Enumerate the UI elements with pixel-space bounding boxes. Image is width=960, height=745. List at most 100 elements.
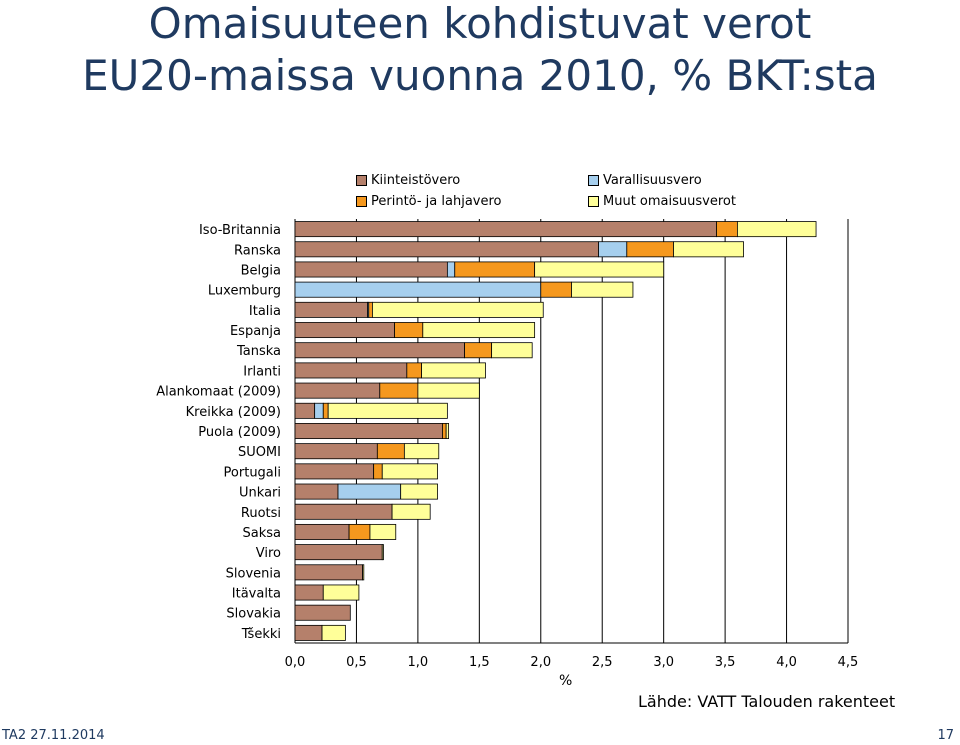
category-label: Itävalta: [232, 587, 281, 602]
bar-segment: [422, 322, 536, 339]
bar-segment: [491, 342, 533, 359]
bar-segment: [322, 584, 360, 601]
bar-segment: [381, 463, 438, 480]
category-label: Iso-Britannia: [199, 223, 281, 238]
legend-swatch: [588, 175, 599, 186]
bar-segment: [369, 523, 397, 540]
legend-swatch: [588, 196, 599, 207]
footer-date: TA2 27.11.2014: [2, 728, 105, 743]
x-tick-label: 1,0: [408, 655, 429, 670]
category-label: Viro: [256, 546, 281, 561]
bar-segment: [362, 564, 365, 581]
bar-segment: [394, 322, 424, 339]
category-label: Kreikka (2009): [186, 405, 281, 420]
legend-item-kiinteistovero: Kiinteistövero: [356, 173, 460, 188]
bar-segment: [571, 281, 634, 298]
category-label: Ranska: [234, 243, 281, 258]
legend-item-varallisuusvero: Varallisuusvero: [588, 173, 702, 188]
bar-segment: [294, 342, 465, 359]
bar-segment: [454, 261, 536, 278]
category-label: Alankomaat (2009): [156, 385, 281, 400]
bar-segment: [294, 463, 375, 480]
x-tick-label: 4,5: [838, 655, 859, 670]
x-tick-label: 2,5: [592, 655, 613, 670]
category-label: Slovakia: [226, 607, 281, 622]
legend-item-perintovero: Perintö- ja lahjavero: [356, 194, 502, 209]
bar-segment: [294, 624, 323, 641]
x-tick-label: 0,5: [346, 655, 367, 670]
bar-segment: [626, 241, 674, 258]
category-label: Portugali: [224, 465, 281, 480]
bar-segment: [534, 261, 665, 278]
bar-segment: [294, 301, 368, 318]
bar-segment: [598, 241, 628, 258]
bar-segment: [737, 221, 817, 238]
bar-segment: [322, 402, 329, 419]
legend-swatch: [356, 175, 367, 186]
legend-label: Perintö- ja lahjavero: [371, 194, 502, 209]
bar-segment: [442, 423, 447, 439]
bar-segment: [376, 443, 405, 460]
bar-segment: [381, 544, 384, 561]
bar-segment: [348, 523, 371, 540]
bar-segment: [337, 483, 402, 500]
category-label: Belgia: [241, 263, 281, 278]
bar-segment: [294, 503, 393, 520]
bar-segment: [540, 281, 572, 298]
category-label: Tšekki: [241, 627, 281, 642]
x-tick-label: 2,0: [530, 655, 551, 670]
bar-segment: [294, 564, 363, 581]
source-note: Lähde: VATT Talouden rakenteet: [638, 692, 896, 711]
bar-segment: [445, 423, 450, 439]
category-label: Italia: [249, 304, 281, 319]
bar-segment: [294, 322, 395, 339]
bar-segment: [327, 402, 448, 419]
x-tick-label: 3,0: [653, 655, 674, 670]
bar-segment: [421, 362, 486, 379]
bar-segment: [400, 483, 438, 500]
bar-segment: [294, 604, 351, 621]
category-label: Tanska: [236, 344, 281, 359]
category-label: Unkari: [239, 486, 281, 501]
category-label: Irlanti: [243, 364, 281, 379]
bar-segment: [403, 443, 440, 460]
bar-segment: [294, 382, 381, 399]
bar-segment: [294, 544, 383, 561]
category-label: Ruotsi: [241, 506, 281, 521]
category-label: Puola (2009): [198, 425, 281, 440]
legend-label: Muut omaisuusverot: [603, 194, 736, 209]
bar-segment: [294, 362, 408, 379]
bar-segment: [391, 503, 431, 520]
bar-segment: [294, 221, 717, 238]
title-line-2: EU20-maissa vuonna 2010, % BKT:sta: [82, 51, 878, 100]
bar-segment: [314, 402, 324, 419]
bar-segment: [379, 382, 419, 399]
legend-item-muut: Muut omaisuusverot: [588, 194, 736, 209]
bar-segment: [417, 382, 480, 399]
x-axis-label: %: [559, 673, 573, 689]
category-label: Saksa: [243, 526, 282, 541]
bar-segment: [294, 483, 339, 500]
legend-swatch: [356, 196, 367, 207]
bar-segment: [406, 362, 422, 379]
bar-segment: [446, 261, 456, 278]
x-tick-label: 3,5: [715, 655, 736, 670]
bar-segment: [368, 301, 373, 318]
bar-segment: [294, 443, 378, 460]
bar-segment: [294, 261, 448, 278]
bar-segment: [294, 523, 350, 540]
x-tick-label: 4,0: [776, 655, 797, 670]
category-label: Luxemburg: [208, 284, 281, 299]
bar-segment: [464, 342, 493, 359]
x-tick-label: 0,0: [285, 655, 306, 670]
bar-segment: [294, 423, 443, 439]
x-tick-label: 1,5: [469, 655, 490, 670]
category-label: Espanja: [230, 324, 281, 339]
bar-segment: [716, 221, 738, 238]
page-number: 17: [937, 728, 954, 743]
legend-label: Varallisuusvero: [603, 173, 702, 188]
bar-segment: [294, 281, 542, 298]
category-label: Slovenia: [226, 566, 281, 581]
bar-segment: [673, 241, 744, 258]
